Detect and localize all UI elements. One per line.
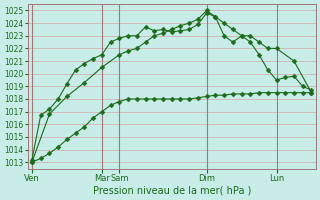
X-axis label: Pression niveau de la mer( hPa ): Pression niveau de la mer( hPa ): [92, 186, 251, 196]
